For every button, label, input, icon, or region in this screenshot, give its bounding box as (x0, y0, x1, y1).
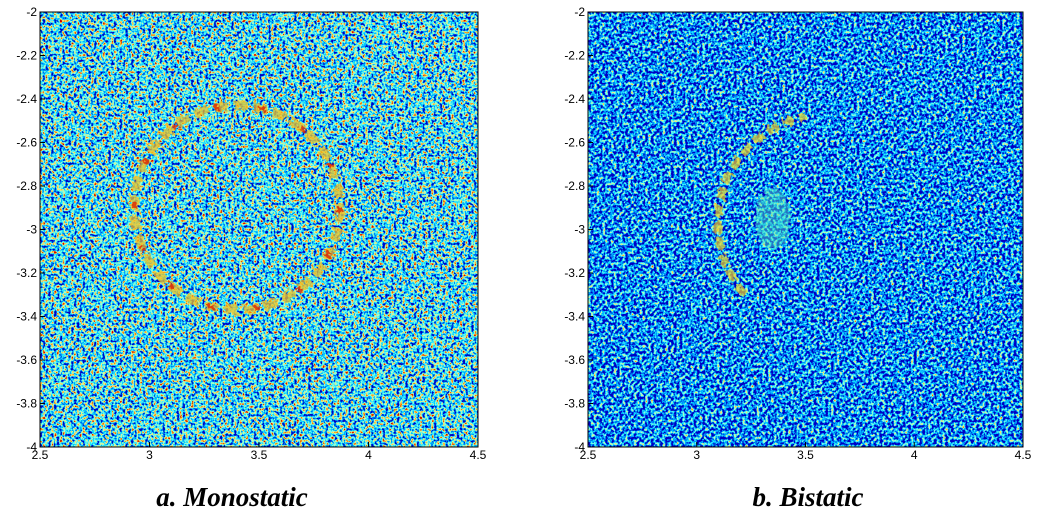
y-tick-label: -2.4 (16, 92, 37, 106)
x-tick-label: 3.5 (797, 448, 814, 462)
y-tick-label: -2.6 (16, 136, 37, 150)
x-tick-label: 3.5 (251, 448, 268, 462)
x-tick-label: 4.5 (1015, 448, 1032, 462)
y-tick-label: -3.8 (16, 397, 37, 411)
target-inner (755, 188, 791, 250)
y-tick-label: -3 (26, 223, 37, 237)
y-tick-label: -4 (574, 440, 585, 454)
panel: 2.5 3 3.5 4 4.5 -2 -2.2 -2.4 -2.6 -2.8 -3 -3.2 -3.4 -… (16, 5, 486, 512)
x-tick-label: 3 (146, 448, 153, 462)
y-tick-label: -3.4 (16, 310, 37, 324)
y-tick-label: -3.8 (564, 397, 585, 411)
y-tick-label: -3.6 (16, 353, 37, 367)
target-ring-hot (131, 103, 343, 313)
y-tick-label: -2.8 (564, 179, 585, 193)
y-tick-label: -2.4 (564, 92, 585, 106)
x-tick-label: 3 (693, 448, 700, 462)
caption: b. Bistatic (752, 482, 863, 512)
x-tick-label: 2.5 (580, 448, 597, 462)
y-tick-label: -2.8 (16, 179, 37, 193)
y-tick-label: -3.2 (564, 266, 585, 280)
y-tick-label: -4 (26, 440, 37, 454)
image-noise (40, 12, 478, 447)
y-tick-label: -2 (574, 5, 585, 19)
y-tick-label: -2.2 (564, 49, 585, 63)
caption: a. Monostatic (156, 482, 308, 512)
x-tick-label: 4.5 (470, 448, 487, 462)
y-tick-label: -2 (26, 5, 37, 19)
y-tick-label: -3.4 (564, 310, 585, 324)
y-tick-label: -3.2 (16, 266, 37, 280)
target-arc (713, 112, 807, 298)
y-tick-label: -2.2 (16, 49, 37, 63)
x-tick-label: 2.5 (32, 448, 49, 462)
y-tick-label: -2.6 (564, 136, 585, 150)
y-tick-label: -3 (574, 223, 585, 237)
x-tick-label: 4 (911, 448, 918, 462)
panel: 2.5 3 3.5 4 4.5 -2 -2.2 -2.4 -2.6 -2.8 -3 -3.2 -3.4 -… (564, 5, 1031, 512)
y-tick-label: -3.6 (564, 353, 585, 367)
x-tick-label: 4 (365, 448, 372, 462)
image-noise (588, 12, 1023, 447)
